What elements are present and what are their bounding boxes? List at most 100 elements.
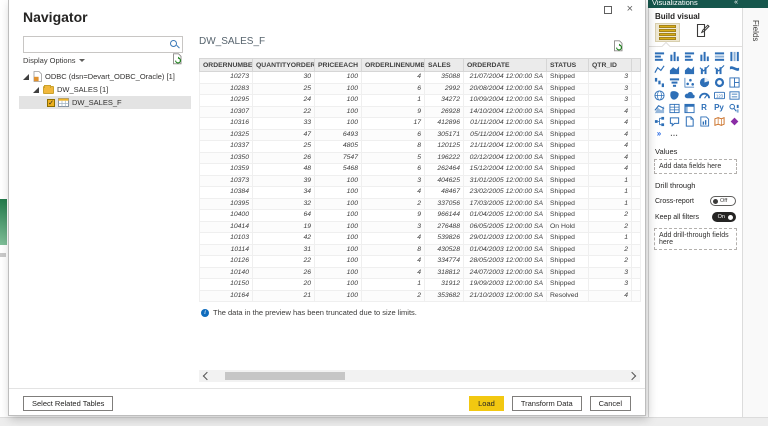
line-chart-icon[interactable] [652, 63, 666, 75]
100-stacked-column-chart-icon[interactable] [727, 50, 741, 62]
tree-item-table[interactable]: DW_SALES_F [19, 96, 191, 109]
power-apps-icon[interactable] [727, 115, 741, 127]
gauge-icon[interactable] [697, 89, 711, 101]
keep-all-filters-toggle[interactable]: On [712, 212, 736, 222]
visualizations-pane-title: Visualizations [652, 0, 698, 7]
table-cell: 25 [252, 140, 315, 153]
table-cell: 14/10/2004 12:00:00 SA [463, 105, 547, 118]
table-cell: 8 [361, 243, 425, 256]
keep-all-filters-label: Keep all filters [655, 213, 699, 221]
search-input[interactable] [24, 40, 168, 49]
scroll-right-icon[interactable] [627, 371, 637, 381]
table-cell: 4 [588, 289, 632, 302]
table-cell: 30 [252, 71, 315, 84]
area-chart-icon[interactable] [667, 63, 681, 75]
treemap-icon[interactable] [727, 76, 741, 88]
100-stacked-bar-chart-icon[interactable] [712, 50, 726, 62]
table-row: 10103 42 100 4 539826 29/01/2003 12:00:00 SA S… [199, 232, 641, 245]
preview-table-body: 10273 30 100 4 35088 21/07/2004 12:00:00 SA Sh… [199, 71, 641, 302]
kpi-icon[interactable] [652, 102, 666, 114]
scrollbar-thumb[interactable] [225, 372, 345, 380]
clustered-column-chart-icon[interactable] [697, 50, 711, 62]
multi-row-card-icon[interactable] [727, 89, 741, 101]
refresh-icon[interactable] [172, 53, 183, 65]
fields-pane-tab[interactable]: Fields [742, 8, 768, 417]
table-row: 10114 31 100 8 430528 01/04/2003 12:00:00 SA S… [199, 243, 641, 256]
table-icon[interactable] [667, 102, 681, 114]
display-options-dropdown[interactable]: Display Options [23, 56, 85, 65]
expander-icon[interactable] [23, 73, 29, 80]
cross-report-toggle[interactable]: Off [710, 196, 736, 206]
close-icon[interactable] [627, 5, 633, 14]
maximize-icon[interactable] [603, 5, 612, 14]
donut-chart-icon[interactable] [712, 76, 726, 88]
tree-item-schema[interactable]: DW_SALES [1] [19, 83, 191, 96]
smart-narrative-icon[interactable] [682, 115, 696, 127]
map-icon[interactable] [652, 89, 666, 101]
ribbon-chart-icon[interactable] [727, 63, 741, 75]
key-influencers-icon[interactable] [727, 102, 741, 114]
card-icon[interactable]: 123 [712, 89, 726, 101]
paginated-report-icon[interactable] [697, 115, 711, 127]
table-cell: 2 [588, 255, 632, 268]
table-cell: 21 [252, 289, 315, 302]
line-and-clustered-column-chart-icon[interactable] [712, 63, 726, 75]
clustered-bar-chart-icon[interactable] [682, 50, 696, 62]
column-header[interactable]: SALES [424, 58, 464, 72]
r-script-icon[interactable]: R [701, 103, 707, 112]
scatter-chart-icon[interactable] [682, 76, 696, 88]
more-options-icon[interactable]: … [670, 129, 678, 138]
checked-checkbox[interactable] [47, 98, 55, 107]
refresh-icon[interactable] [613, 40, 624, 52]
table-cell: 10359 [199, 163, 253, 176]
build-visual-tab[interactable] [655, 23, 680, 42]
load-button[interactable]: Load [469, 396, 504, 411]
qa-icon[interactable] [667, 115, 681, 127]
table-cell: 10273 [199, 71, 253, 84]
line-and-stacked-column-chart-icon[interactable] [697, 63, 711, 75]
column-header[interactable]: STATUS [546, 58, 589, 72]
stacked-column-chart-icon[interactable] [667, 50, 681, 62]
table-cell: 34272 [424, 94, 464, 107]
funnel-chart-icon[interactable] [667, 76, 681, 88]
column-header[interactable]: QTR_ID [588, 58, 632, 72]
column-header[interactable]: PRICEEACH [314, 58, 362, 72]
stacked-bar-chart-icon[interactable] [652, 50, 666, 62]
tree-item-odbc-source[interactable]: ODBC (dsn=Devart_ODBC_Oracle) [1] [19, 70, 191, 83]
waterfall-chart-icon[interactable] [652, 76, 666, 88]
table-cell: 4 [361, 266, 425, 279]
transform-data-button[interactable]: Transform Data [511, 396, 582, 411]
cancel-button[interactable]: Cancel [589, 396, 631, 411]
column-header[interactable]: QUANTITYORDERED [252, 58, 315, 72]
drill-through-field-well[interactable]: Add drill-through fields here [654, 228, 737, 250]
python-script-icon[interactable]: Py [714, 103, 724, 112]
matrix-icon[interactable] [682, 102, 696, 114]
table-cell: 10103 [199, 232, 253, 245]
table-cell: 05/11/2004 12:00:00 SA [463, 128, 547, 141]
scroll-left-icon[interactable] [202, 371, 212, 381]
pie-chart-icon[interactable] [697, 76, 711, 88]
decomposition-tree-icon[interactable] [652, 115, 666, 127]
table-cell: 6 [361, 163, 425, 176]
column-header[interactable]: ORDERDATE [463, 58, 547, 72]
expander-icon[interactable] [33, 86, 39, 93]
filled-map-icon[interactable] [667, 89, 681, 101]
column-header-sliver[interactable] [631, 58, 641, 72]
column-header[interactable]: ORDERNUMBER [199, 58, 253, 72]
values-field-well[interactable]: Add data fields here [654, 159, 737, 174]
tree-item-label: DW_SALES_F [72, 98, 122, 107]
power-automate-icon[interactable]: » [656, 129, 662, 138]
arcgis-map-icon[interactable] [712, 115, 726, 127]
collapse-pane-icon[interactable]: « [734, 0, 738, 6]
stacked-area-chart-icon[interactable] [682, 63, 696, 75]
format-visual-tab[interactable] [692, 23, 712, 42]
search-icon[interactable] [168, 39, 180, 51]
select-related-tables-button[interactable]: Select Related Tables [23, 396, 114, 411]
info-icon [201, 308, 209, 317]
shape-map-icon[interactable] [682, 89, 696, 101]
table-cell: 4 [588, 140, 632, 153]
tree-item-label: DW_SALES [1] [57, 85, 109, 94]
column-header[interactable]: ORDERLINENUMBER [361, 58, 425, 72]
table-cell: 10325 [199, 128, 253, 141]
horizontal-scrollbar[interactable] [199, 370, 640, 382]
